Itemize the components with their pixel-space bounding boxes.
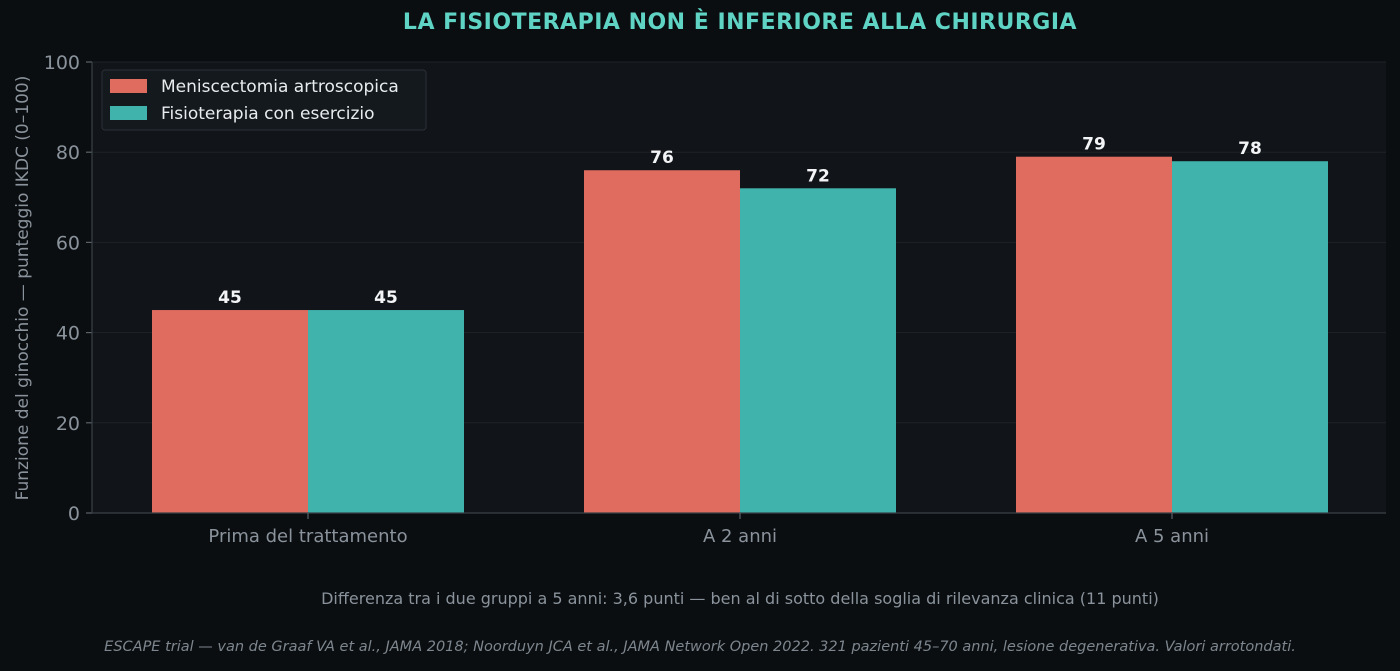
- bar-fisioterapia-2: [1172, 161, 1328, 513]
- bar-meniscectomia-0: [152, 310, 308, 513]
- y-tick-label-0: 0: [68, 503, 80, 525]
- bar-meniscectomia-2: [1016, 156, 1172, 513]
- legend-label-meniscectomia: Meniscectomia artroscopica: [161, 77, 399, 97]
- data-label-fisioterapia-0: 45: [374, 288, 398, 308]
- x-tick-label-0: Prima del trattamento: [208, 526, 407, 547]
- legend-box: [101, 69, 427, 131]
- data-label-fisioterapia-1: 72: [806, 166, 830, 186]
- y-tick-label-20: 20: [56, 413, 80, 435]
- bar-fisioterapia-1: [740, 188, 896, 513]
- axes: 0 20 40 60 80 100 Prima del trattamento A 2 ann…: [44, 52, 1386, 547]
- bar-meniscectomia-1: [584, 170, 740, 514]
- x-tick-label-2: A 5 anni: [1135, 526, 1209, 547]
- bar-fisioterapia-0: [308, 310, 464, 513]
- data-label-meniscectomia-2: 79: [1082, 135, 1106, 155]
- y-tick-label-40: 40: [56, 323, 80, 345]
- data-label-meniscectomia-1: 76: [650, 148, 674, 168]
- x-tick-label-1: A 2 anni: [703, 526, 777, 547]
- data-label-meniscectomia-0: 45: [218, 288, 242, 308]
- chart-subtitle: Differenza tra i due gruppi a 5 anni: 3,…: [321, 589, 1159, 608]
- y-tick-label-100: 100: [44, 52, 80, 74]
- data-labels: 45 45 76 72 79 78: [218, 135, 1262, 308]
- legend-swatch-fisioterapia: [110, 106, 147, 120]
- legend-swatch-meniscectomia: [110, 79, 147, 93]
- data-label-fisioterapia-2: 78: [1238, 139, 1262, 159]
- legend-label-fisioterapia: Fisioterapia con esercizio: [161, 104, 375, 124]
- y-tick-label-60: 60: [56, 232, 80, 254]
- chart-title: LA FISIOTERAPIA NON È INFERIORE ALLA CHI…: [402, 10, 1078, 35]
- bars: [152, 156, 1328, 514]
- legend: Meniscectomia artroscopica Fisioterapia …: [101, 69, 427, 131]
- y-axis-label: Funzione del ginocchio — punteggio IKDC …: [13, 76, 33, 501]
- y-tick-label-80: 80: [56, 142, 80, 164]
- chart-footnote: ESCAPE trial — van de Graaf VA et al., J…: [104, 639, 1296, 655]
